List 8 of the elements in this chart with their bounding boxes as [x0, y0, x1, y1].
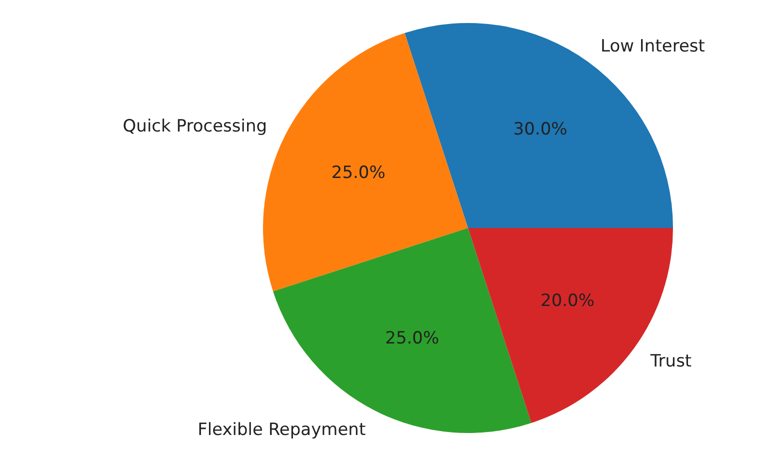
data-label: 20.0%	[540, 291, 595, 312]
slice-label: Quick Processing	[122, 116, 268, 137]
slice-label: Trust	[649, 351, 692, 372]
data-label: 25.0%	[331, 163, 386, 184]
slice-label: Low Interest	[600, 36, 706, 57]
data-label: 30.0%	[513, 119, 568, 140]
slice-label: Flexible Repayment	[198, 420, 366, 440]
data-label: 25.0%	[385, 328, 440, 349]
